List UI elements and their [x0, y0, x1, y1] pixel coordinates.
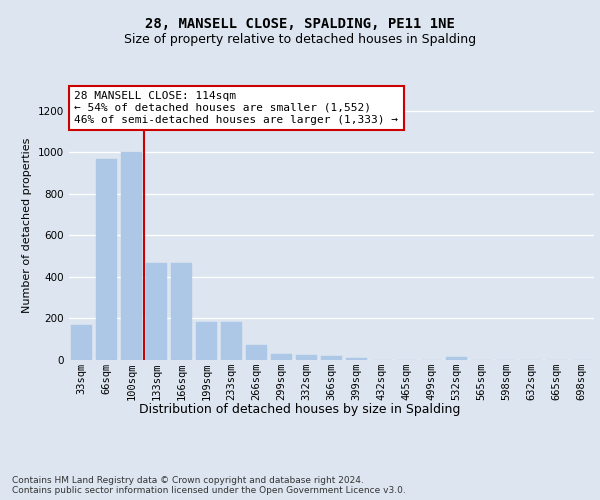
Y-axis label: Number of detached properties: Number of detached properties [22, 138, 32, 312]
Bar [121, 152, 142, 360]
Bar [246, 346, 267, 360]
Bar [296, 356, 317, 360]
Bar [446, 357, 467, 360]
Text: 28 MANSELL CLOSE: 114sqm
← 54% of detached houses are smaller (1,552)
46% of sem: 28 MANSELL CLOSE: 114sqm ← 54% of detach… [74, 92, 398, 124]
Text: Size of property relative to detached houses in Spalding: Size of property relative to detached ho… [124, 32, 476, 46]
Bar [71, 324, 92, 360]
Bar [221, 322, 242, 360]
Bar [196, 322, 217, 360]
Text: 28, MANSELL CLOSE, SPALDING, PE11 1NE: 28, MANSELL CLOSE, SPALDING, PE11 1NE [145, 18, 455, 32]
Bar [321, 356, 342, 360]
Text: Distribution of detached houses by size in Spalding: Distribution of detached houses by size … [139, 402, 461, 415]
Text: Contains HM Land Registry data © Crown copyright and database right 2024.
Contai: Contains HM Land Registry data © Crown c… [12, 476, 406, 495]
Bar [346, 358, 367, 360]
Bar [146, 264, 167, 360]
Bar [271, 354, 292, 360]
Bar [171, 264, 192, 360]
Bar [96, 158, 117, 360]
